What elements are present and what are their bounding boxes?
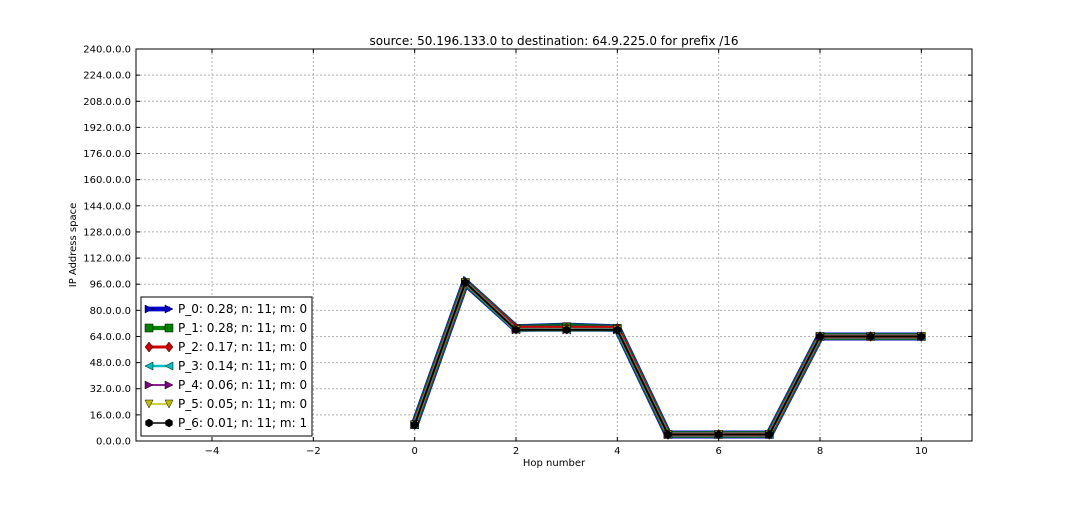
data-point — [816, 332, 824, 341]
legend-marker — [164, 341, 174, 353]
x-tick-label: 4 — [614, 446, 620, 457]
x-tick-label: 8 — [817, 446, 823, 457]
y-axis-label: IP Address space — [68, 203, 79, 288]
legend-label: P_5: 0.05; n: 11; m: 0 — [178, 397, 307, 411]
x-tick-label: −2 — [306, 446, 321, 457]
y-tick-label: 32.0.0.0 — [90, 384, 131, 395]
legend-marker — [145, 418, 153, 428]
x-tick-label: 10 — [915, 446, 928, 457]
legend-label: P_1: 0.28; n: 11; m: 0 — [178, 321, 307, 335]
y-tick-label: 80.0.0.0 — [90, 306, 131, 317]
data-point — [765, 430, 774, 439]
y-tick-label: 0.0.0.0 — [96, 437, 131, 448]
chart-title: source: 50.196.133.0 to destination: 64.… — [369, 34, 738, 48]
legend-marker — [144, 304, 154, 314]
legend-item: P_1: 0.28; n: 11; m: 0 — [144, 321, 307, 335]
y-tick-label: 176.0.0.0 — [83, 149, 131, 160]
y-tick-label: 96.0.0.0 — [90, 280, 131, 291]
legend-item: P_5: 0.05; n: 11; m: 0 — [144, 397, 307, 411]
legend-label: P_0: 0.28; n: 11; m: 0 — [178, 302, 307, 316]
y-tick-label: 16.0.0.0 — [90, 410, 131, 421]
legend-label: P_2: 0.17; n: 11; m: 0 — [178, 340, 307, 354]
x-tick-label: −4 — [205, 446, 220, 457]
legend-item: P_3: 0.14; n: 11; m: 0 — [144, 359, 307, 373]
legend-item: P_0: 0.28; n: 11; m: 0 — [144, 302, 307, 316]
legend-marker — [164, 361, 174, 371]
legend-marker — [164, 323, 174, 333]
y-tick-label: 208.0.0.0 — [83, 97, 131, 108]
legend-marker — [164, 399, 174, 409]
legend-marker — [164, 304, 174, 314]
legend-marker — [144, 341, 154, 353]
legend-label: P_4: 0.06; n: 11; m: 0 — [178, 378, 307, 392]
data-point — [866, 332, 875, 341]
legend-marker — [144, 323, 154, 333]
legend-marker — [164, 380, 174, 390]
y-tick-label: 160.0.0.0 — [83, 175, 131, 186]
legend: P_0: 0.28; n: 11; m: 0 P_1: 0.28; n: 11; … — [140, 296, 313, 437]
data-point — [410, 420, 419, 429]
legend-marker — [144, 361, 154, 371]
legend-label: P_3: 0.14; n: 11; m: 0 — [178, 359, 307, 373]
y-tick-label: 112.0.0.0 — [83, 254, 131, 265]
legend-item: P_6: 0.01; n: 11; m: 1 — [145, 416, 307, 430]
y-tick-label: 240.0.0.0 — [83, 45, 131, 56]
legend-item: P_4: 0.06; n: 11; m: 0 — [144, 378, 307, 392]
data-point — [917, 332, 926, 341]
x-axis-label: Hop number — [523, 458, 586, 469]
data-point — [512, 325, 520, 335]
y-tick-label: 192.0.0.0 — [83, 123, 131, 134]
grid — [136, 48, 972, 442]
ticks: −4 −2 0 2 4 6 8 10 0.0.0.0 16.0.0.0 32.0.0.0 48.0.0… — [83, 45, 972, 457]
legend-item: P_2: 0.17; n: 11; m: 0 — [144, 340, 307, 354]
series-6 — [410, 278, 926, 439]
plot-frame — [135, 48, 973, 442]
x-tick-label: 2 — [513, 446, 519, 457]
legend-marker — [165, 418, 173, 428]
x-tick-label: 0 — [411, 446, 417, 457]
legend-marker — [144, 399, 154, 409]
y-tick-label: 128.0.0.0 — [83, 227, 131, 238]
legend-marker — [144, 380, 154, 390]
data-point — [664, 430, 672, 439]
y-tick-label: 144.0.0.0 — [83, 201, 131, 212]
series-layer — [410, 275, 926, 440]
data-point — [562, 325, 571, 335]
x-tick-label: 6 — [715, 446, 721, 457]
y-tick-label: 224.0.0.0 — [83, 71, 131, 82]
data-point — [461, 278, 470, 287]
data-point — [613, 325, 622, 335]
legend-label: P_6: 0.01; n: 11; m: 1 — [178, 416, 307, 430]
y-tick-label: 48.0.0.0 — [90, 358, 131, 369]
y-tick-label: 64.0.0.0 — [90, 332, 131, 343]
